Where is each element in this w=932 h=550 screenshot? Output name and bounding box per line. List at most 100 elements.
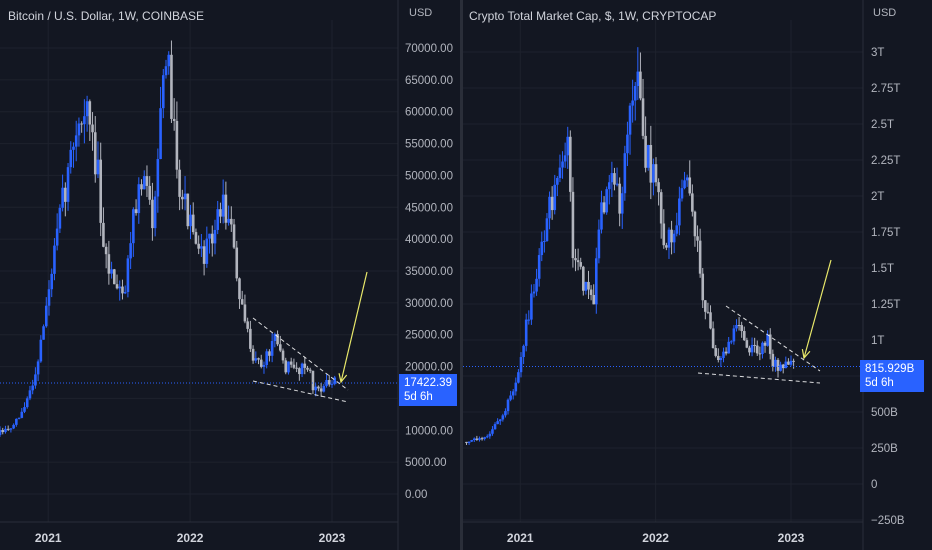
mcap-candle-body [670,229,673,243]
mcap-y-tick-label: 2T [871,191,884,203]
mcap-candle-body [750,344,754,353]
mcap-candle-body [779,364,782,371]
btc-candle-body [262,364,266,367]
mcap-candle-body [732,328,736,342]
btc-candle-body [276,333,279,345]
btc-last-price-label: 17422.39 5d 6h [399,374,457,406]
btc-candle-body [317,386,320,389]
btc-candle-body [104,246,108,255]
btc-candle-body [88,101,92,125]
mcap-candle-body [776,359,780,371]
btc-y-tick-label: 45000.00 [405,202,453,214]
btc-candle-body [205,238,209,264]
mcap-y-tick-label: 2.75T [871,83,900,95]
mcap-candle-body [509,395,512,400]
btc-candle-body [268,351,271,356]
mcap-candle-body [491,429,494,434]
btc-candle-body [80,123,83,125]
mcap-candle-body [649,145,653,183]
btc-candle-body [72,146,75,150]
btc-candle-body [9,428,13,430]
mcap-candle-body [693,211,697,237]
mcap-candle-body [607,182,611,190]
btc-candle-body [107,254,111,274]
btc-candle-body [194,232,198,244]
mcap-candle-body [755,345,759,354]
btc-candle-body [227,218,230,223]
mcap-candle-body [644,135,647,168]
btc-candle-body [102,222,105,247]
btc-candle-body [216,209,220,230]
mcap-candle-body [504,411,507,416]
btc-bar-countdown: 5d 6h [404,391,433,403]
btc-candle-body [17,417,21,419]
mcap-candle-body [615,183,619,185]
btc-candle-body [58,207,62,229]
total-mcap-chart-svg[interactable]: −250B 0 250B 500B 1T 1.25T 1.5T 1.75T 2T 2.25T 2.5… [463,0,932,550]
btc-y-tick-label: 30000.00 [405,298,453,310]
btc-candle-body [333,377,337,384]
btc-candle-body [20,411,24,418]
mcap-candle-body [587,281,590,290]
mcap-candle-body [771,353,775,367]
btc-y-tick-label: 25000.00 [405,330,453,342]
mcap-y-tick-label: 2.5T [871,119,894,131]
btc-candle-body [156,159,160,197]
mcap-y-tick-label: −250B [871,515,905,527]
btc-candle-body [0,429,2,435]
mcap-candle-body [654,164,658,183]
mcap-candle-body [628,105,632,135]
mcap-candle-body [763,342,767,346]
btc-candle-body [295,367,298,369]
btc-chart-pane[interactable]: 0.00 5000.00 10000.00 20000.00 25000.00 30000… [0,0,460,550]
mcap-candle-body [781,364,785,369]
btc-candle-body [249,328,252,349]
total-mcap-currency-label: USD [873,7,897,19]
btc-candle-body [232,224,236,248]
mcap-candle-body [631,100,634,106]
btc-y-tick-label: 20000.00 [405,362,453,374]
mcap-candle-body [589,289,593,295]
btc-chart-svg[interactable]: 0.00 5000.00 10000.00 20000.00 25000.00 30000… [0,0,460,550]
mcap-candle-body [592,294,595,305]
mcap-candle-body [566,136,570,156]
btc-candle-body [221,194,225,217]
btc-candle-body [172,118,176,121]
mcap-candle-body [742,331,746,341]
btc-wedge-upper-line [252,317,349,391]
btc-candle-body [322,385,326,392]
mcap-wedge-lower-line [697,372,821,384]
mcap-candle-body [467,441,471,443]
total-mcap-chart-pane[interactable]: −250B 0 250B 500B 1T 1.25T 1.5T 1.75T 2T 2.25T 2.5… [463,0,932,550]
mcap-candle-body [652,164,655,183]
btc-candle-body [257,358,260,360]
mcap-candle-body [506,399,510,412]
btc-candle-body [132,209,135,244]
btc-candle-body [306,367,309,370]
mcap-candle-body [602,202,606,213]
btc-candle-body [151,199,154,229]
btc-candle-body [34,374,37,386]
btc-candle-body [284,360,288,373]
mcap-candle-body [579,262,583,267]
btc-y-tick-label: 50000.00 [405,170,453,182]
mcap-candle-body [753,344,756,346]
mcap-candle-body [623,153,627,194]
mcap-arrow-line [803,259,832,359]
mcap-candle-body [685,177,689,181]
total-mcap-chart-title: Crypto Total Market Cap, $, 1W, CRYPTOCA… [469,9,717,23]
mcap-candle-body [745,340,749,348]
btc-candle-body [319,388,323,392]
btc-y-tick-label: 0.00 [405,489,427,501]
mcap-candle-body [714,348,718,356]
btc-y-tick-label: 35000.00 [405,266,453,278]
btc-candle-body [145,176,149,186]
btc-x-tick-label: 2021 [35,531,62,545]
mcap-x-tick-label: 2022 [642,531,669,545]
btc-candle-body [142,176,146,190]
mcap-candle-body [569,136,572,192]
mcap-candle-body [558,167,562,178]
btc-y-tick-label: 10000.00 [405,425,453,437]
btc-candle-body [330,383,334,385]
pane-divider[interactable] [460,0,463,550]
